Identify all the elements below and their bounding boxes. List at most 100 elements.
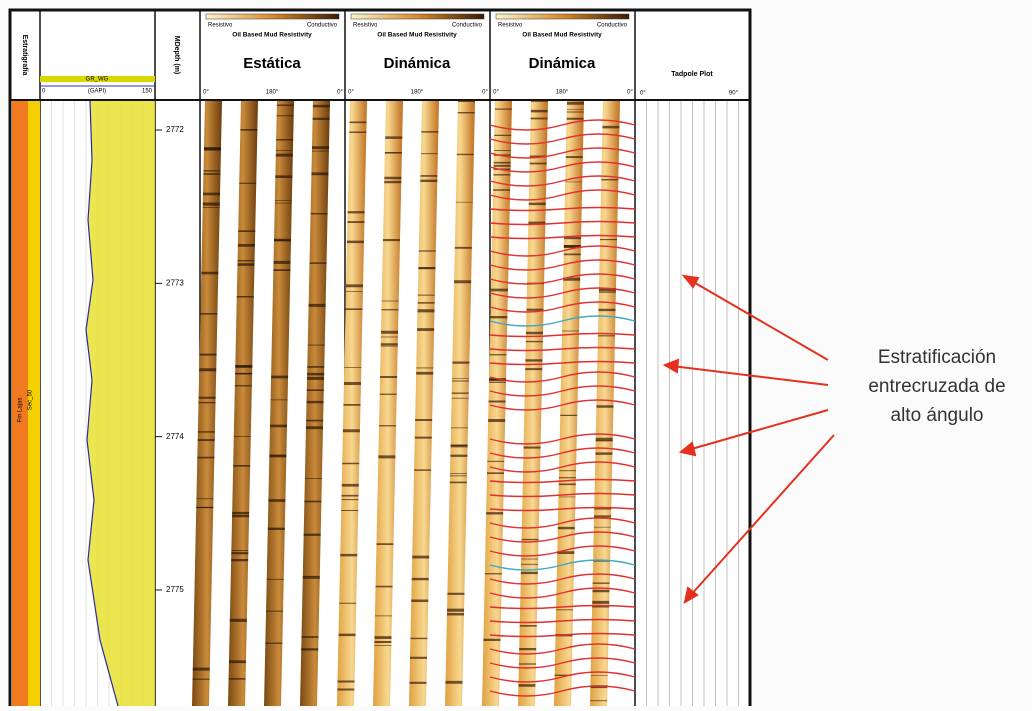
depth-tick-label: 2775 — [166, 585, 184, 594]
sinusoid — [489, 657, 636, 669]
sinusoid — [489, 259, 636, 271]
sinusoid — [489, 206, 636, 212]
sinusoid — [489, 189, 636, 201]
sinusoid — [489, 245, 636, 257]
sinusoid — [489, 315, 636, 327]
sinusoid — [489, 671, 636, 683]
sequence-strip — [12, 101, 28, 706]
legend-right: Conductivo — [452, 23, 483, 29]
depth-header: MDepth (m) — [173, 36, 180, 75]
sinusoid — [489, 175, 636, 187]
track-title: Estática — [243, 55, 301, 72]
image-pad — [300, 101, 330, 706]
tadpole-header: Tadpole Plot — [671, 71, 713, 78]
azimuth-label: 0° — [482, 90, 488, 96]
sinusoid — [489, 492, 636, 498]
tadpole-grid — [646, 101, 739, 706]
image-pad — [590, 101, 620, 706]
sinusoid — [489, 147, 636, 159]
image-pad — [192, 101, 222, 706]
legend-right: Conductivo — [307, 23, 338, 29]
gr-fill — [86, 101, 155, 706]
sinusoid — [489, 301, 636, 313]
azimuth-label: 180° — [411, 90, 424, 96]
sinusoid — [489, 360, 636, 366]
legend-left: Resistivo — [208, 23, 233, 29]
azimuth-label: 0° — [627, 90, 633, 96]
sinusoid — [489, 346, 636, 352]
sinusoid — [489, 371, 636, 383]
gr-max: 150 — [142, 89, 153, 95]
legend-right: Conductivo — [597, 23, 628, 29]
sinusoid — [489, 517, 636, 529]
sinusoid — [489, 685, 636, 697]
sinusoid — [489, 273, 636, 285]
legend-bar — [350, 13, 485, 20]
tadpole-min: 0° — [640, 91, 646, 97]
sinusoid — [489, 433, 636, 445]
formation-strip — [28, 101, 40, 706]
sinusoid — [489, 287, 636, 299]
legend-left: Resistivo — [353, 23, 378, 29]
image-pad — [445, 101, 475, 706]
sinusoid — [489, 447, 636, 459]
azimuth-label: 0° — [337, 90, 343, 96]
azimuth-label: 0° — [348, 90, 354, 96]
sinusoid — [489, 643, 636, 655]
annotation-arrows — [662, 274, 835, 605]
sinusoid — [489, 133, 636, 145]
sinusoid — [489, 385, 636, 397]
depth-tick-label: 2772 — [166, 125, 184, 134]
legend-left: Resistivo — [498, 23, 523, 29]
formation-label: Fm Lajas — [18, 398, 24, 423]
sinusoid — [489, 399, 636, 411]
sinusoid — [489, 559, 636, 571]
sinusoid — [489, 632, 636, 638]
gr-curve — [85, 100, 119, 707]
track-subtitle: Oil Based Mud Resistivity — [232, 32, 312, 39]
track-subtitle: Oil Based Mud Resistivity — [377, 32, 457, 39]
legend-bar — [205, 13, 340, 20]
tadpole-max: 90° — [729, 91, 739, 97]
image-pad — [518, 101, 548, 706]
sinusoid — [489, 531, 636, 543]
sinusoid — [489, 618, 636, 624]
sinusoid — [489, 573, 636, 585]
gr-curve-name: GR_WG — [86, 77, 109, 83]
gr-min: 0 — [42, 89, 46, 95]
track-subtitle: Oil Based Mud Resistivity — [522, 32, 602, 39]
image-pad — [409, 101, 439, 706]
azimuth-label: 0° — [203, 90, 209, 96]
sinusoid — [489, 332, 636, 338]
strat-header: Estratigrafía — [21, 35, 28, 76]
azimuth-label: 0° — [493, 90, 499, 96]
depth-tick-label: 2773 — [166, 278, 184, 287]
sinusoid — [489, 587, 636, 599]
sinusoid — [489, 545, 636, 557]
sinusoid — [489, 119, 636, 131]
annotation-line: alto ángulo — [891, 405, 984, 426]
sequence-label: Sec_50 — [28, 389, 34, 410]
image-pad — [482, 101, 512, 706]
sinusoid — [489, 161, 636, 173]
azimuth-label: 180° — [266, 90, 279, 96]
annotation-line: entrecruzada de — [868, 376, 1005, 397]
sinusoid — [489, 604, 636, 610]
sinusoid — [489, 461, 636, 473]
image-pad — [373, 101, 403, 706]
track-title: Dinámica — [384, 55, 451, 72]
sinusoid — [489, 478, 636, 484]
image-pad — [228, 101, 258, 706]
sinusoid — [489, 220, 636, 226]
annotation-line: Estratificación — [878, 347, 996, 368]
gr-legend-bar — [40, 76, 155, 82]
azimuth-label: 180° — [556, 90, 569, 96]
legend-bar — [495, 13, 630, 20]
sinusoid — [489, 234, 636, 240]
image-pad — [264, 101, 294, 706]
depth-tick-label: 2774 — [166, 432, 184, 441]
track-title: Dinámica — [529, 55, 596, 72]
sinusoid — [489, 506, 636, 512]
gr-unit: (GAPI) — [88, 89, 106, 95]
